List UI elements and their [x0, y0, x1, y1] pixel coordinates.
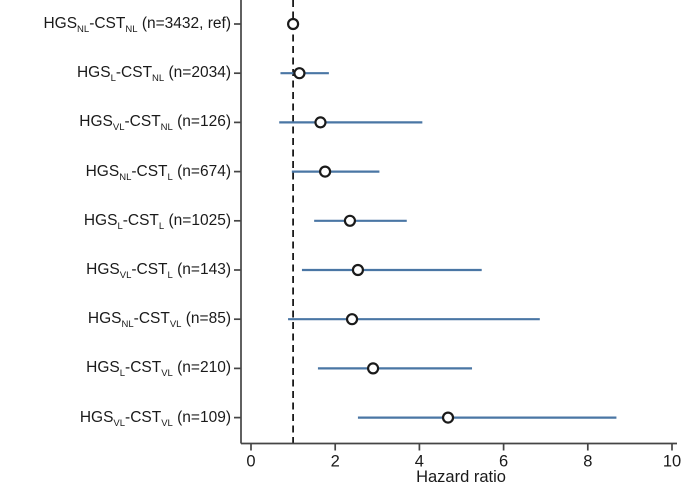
category-label-text: HGS — [86, 261, 120, 278]
category-label-subscript: VL — [169, 319, 182, 331]
hazard-ratio-point-marker — [293, 67, 306, 80]
category-label-subscript: NL — [152, 73, 165, 85]
category-label-text: (n=85) — [181, 310, 231, 328]
category-label-text: HGS — [76, 64, 111, 82]
category-label-subscript: L — [167, 171, 173, 183]
hazard-ratio-point-marker — [441, 411, 455, 424]
category-label-text: -CST — [133, 310, 170, 328]
category-label-subscript: VL — [112, 122, 125, 134]
x-tick-label: 4 — [415, 453, 424, 471]
category-label-subscript: VL — [119, 270, 132, 282]
category-label-text: HGS — [86, 359, 120, 377]
category-label: HGSNL-CSTVL (n=85) — [88, 308, 231, 330]
x-tick-label: 6 — [499, 453, 508, 471]
x-tick-label: 0 — [246, 453, 255, 471]
hazard-ratio-point-marker — [345, 313, 359, 326]
category-label-text: -CST — [131, 261, 168, 278]
category-label-text: (n=3432, ref) — [137, 15, 231, 32]
category-label-subscript: NL — [160, 122, 173, 134]
x-tick-label: 8 — [583, 453, 592, 471]
category-label-subscript: NL — [119, 171, 132, 183]
hazard-ratio-point-marker — [318, 165, 332, 178]
category-label-text: (n=109) — [172, 408, 231, 426]
category-label: HGSL-CSTVL (n=210) — [86, 357, 231, 379]
category-label-text: (n=210) — [172, 359, 231, 377]
x-axis-title: Hazard ratio — [416, 468, 506, 486]
category-label-subscript: NL — [121, 319, 134, 331]
category-label-text: -CST — [131, 162, 168, 180]
category-label: HGSNL-CSTL (n=674) — [86, 161, 231, 183]
x-tick-label: 10 — [663, 453, 681, 471]
category-label-text: (n=2034) — [164, 64, 232, 82]
category-label-text: (n=143) — [172, 261, 231, 278]
category-label-text: -CST — [124, 113, 161, 131]
category-label-text: HGS — [83, 211, 118, 229]
category-label-text: HGS — [87, 310, 122, 328]
category-label-subscript: NL — [77, 24, 90, 36]
category-label-subscript: L — [110, 73, 116, 85]
category-label: HGSVL-CSTL (n=143) — [86, 259, 231, 281]
category-label: HGSL-CSTNL (n=2034) — [77, 62, 231, 84]
category-label: HGSL-CSTL (n=1025) — [84, 210, 231, 232]
hazard-ratio-point-marker — [351, 263, 365, 277]
category-label-text: (n=1025) — [164, 211, 232, 229]
hazard-ratio-point-marker — [314, 116, 327, 129]
hazard-ratio-point-marker — [287, 17, 300, 31]
category-label-subscript: VL — [113, 417, 126, 429]
category-label-text: -CST — [89, 15, 126, 32]
category-label-text: -CST — [125, 408, 162, 426]
category-label-text: (n=674) — [172, 162, 231, 180]
category-label: HGSNL-CSTNL (n=3432, ref) — [43, 13, 231, 35]
category-label-subscript: VL — [161, 368, 173, 380]
category-label-subscript: L — [119, 368, 126, 380]
category-label-text: HGS — [85, 162, 120, 180]
category-label-subscript: NL — [125, 24, 138, 36]
category-label-subscript: VL — [161, 417, 173, 429]
category-label: HGSVL-CSTNL (n=126) — [79, 111, 231, 133]
hazard-ratio-point-marker — [366, 362, 380, 375]
category-label-subscript: L — [167, 270, 173, 282]
category-label-text: -CST — [115, 64, 153, 82]
x-tick-label: 2 — [331, 453, 340, 471]
category-label-text: HGS — [79, 113, 113, 131]
category-label-text: HGS — [79, 408, 114, 426]
category-label-text: -CST — [125, 359, 162, 377]
category-label: HGSVL-CSTVL (n=109) — [80, 407, 231, 429]
category-label-subscript: L — [158, 220, 165, 232]
category-label-text: (n=126) — [172, 113, 231, 131]
category-label-subscript: L — [117, 220, 123, 232]
hazard-ratio-point-marker — [343, 214, 357, 227]
category-label-text: -CST — [122, 211, 159, 229]
category-label-text: HGS — [43, 15, 78, 32]
